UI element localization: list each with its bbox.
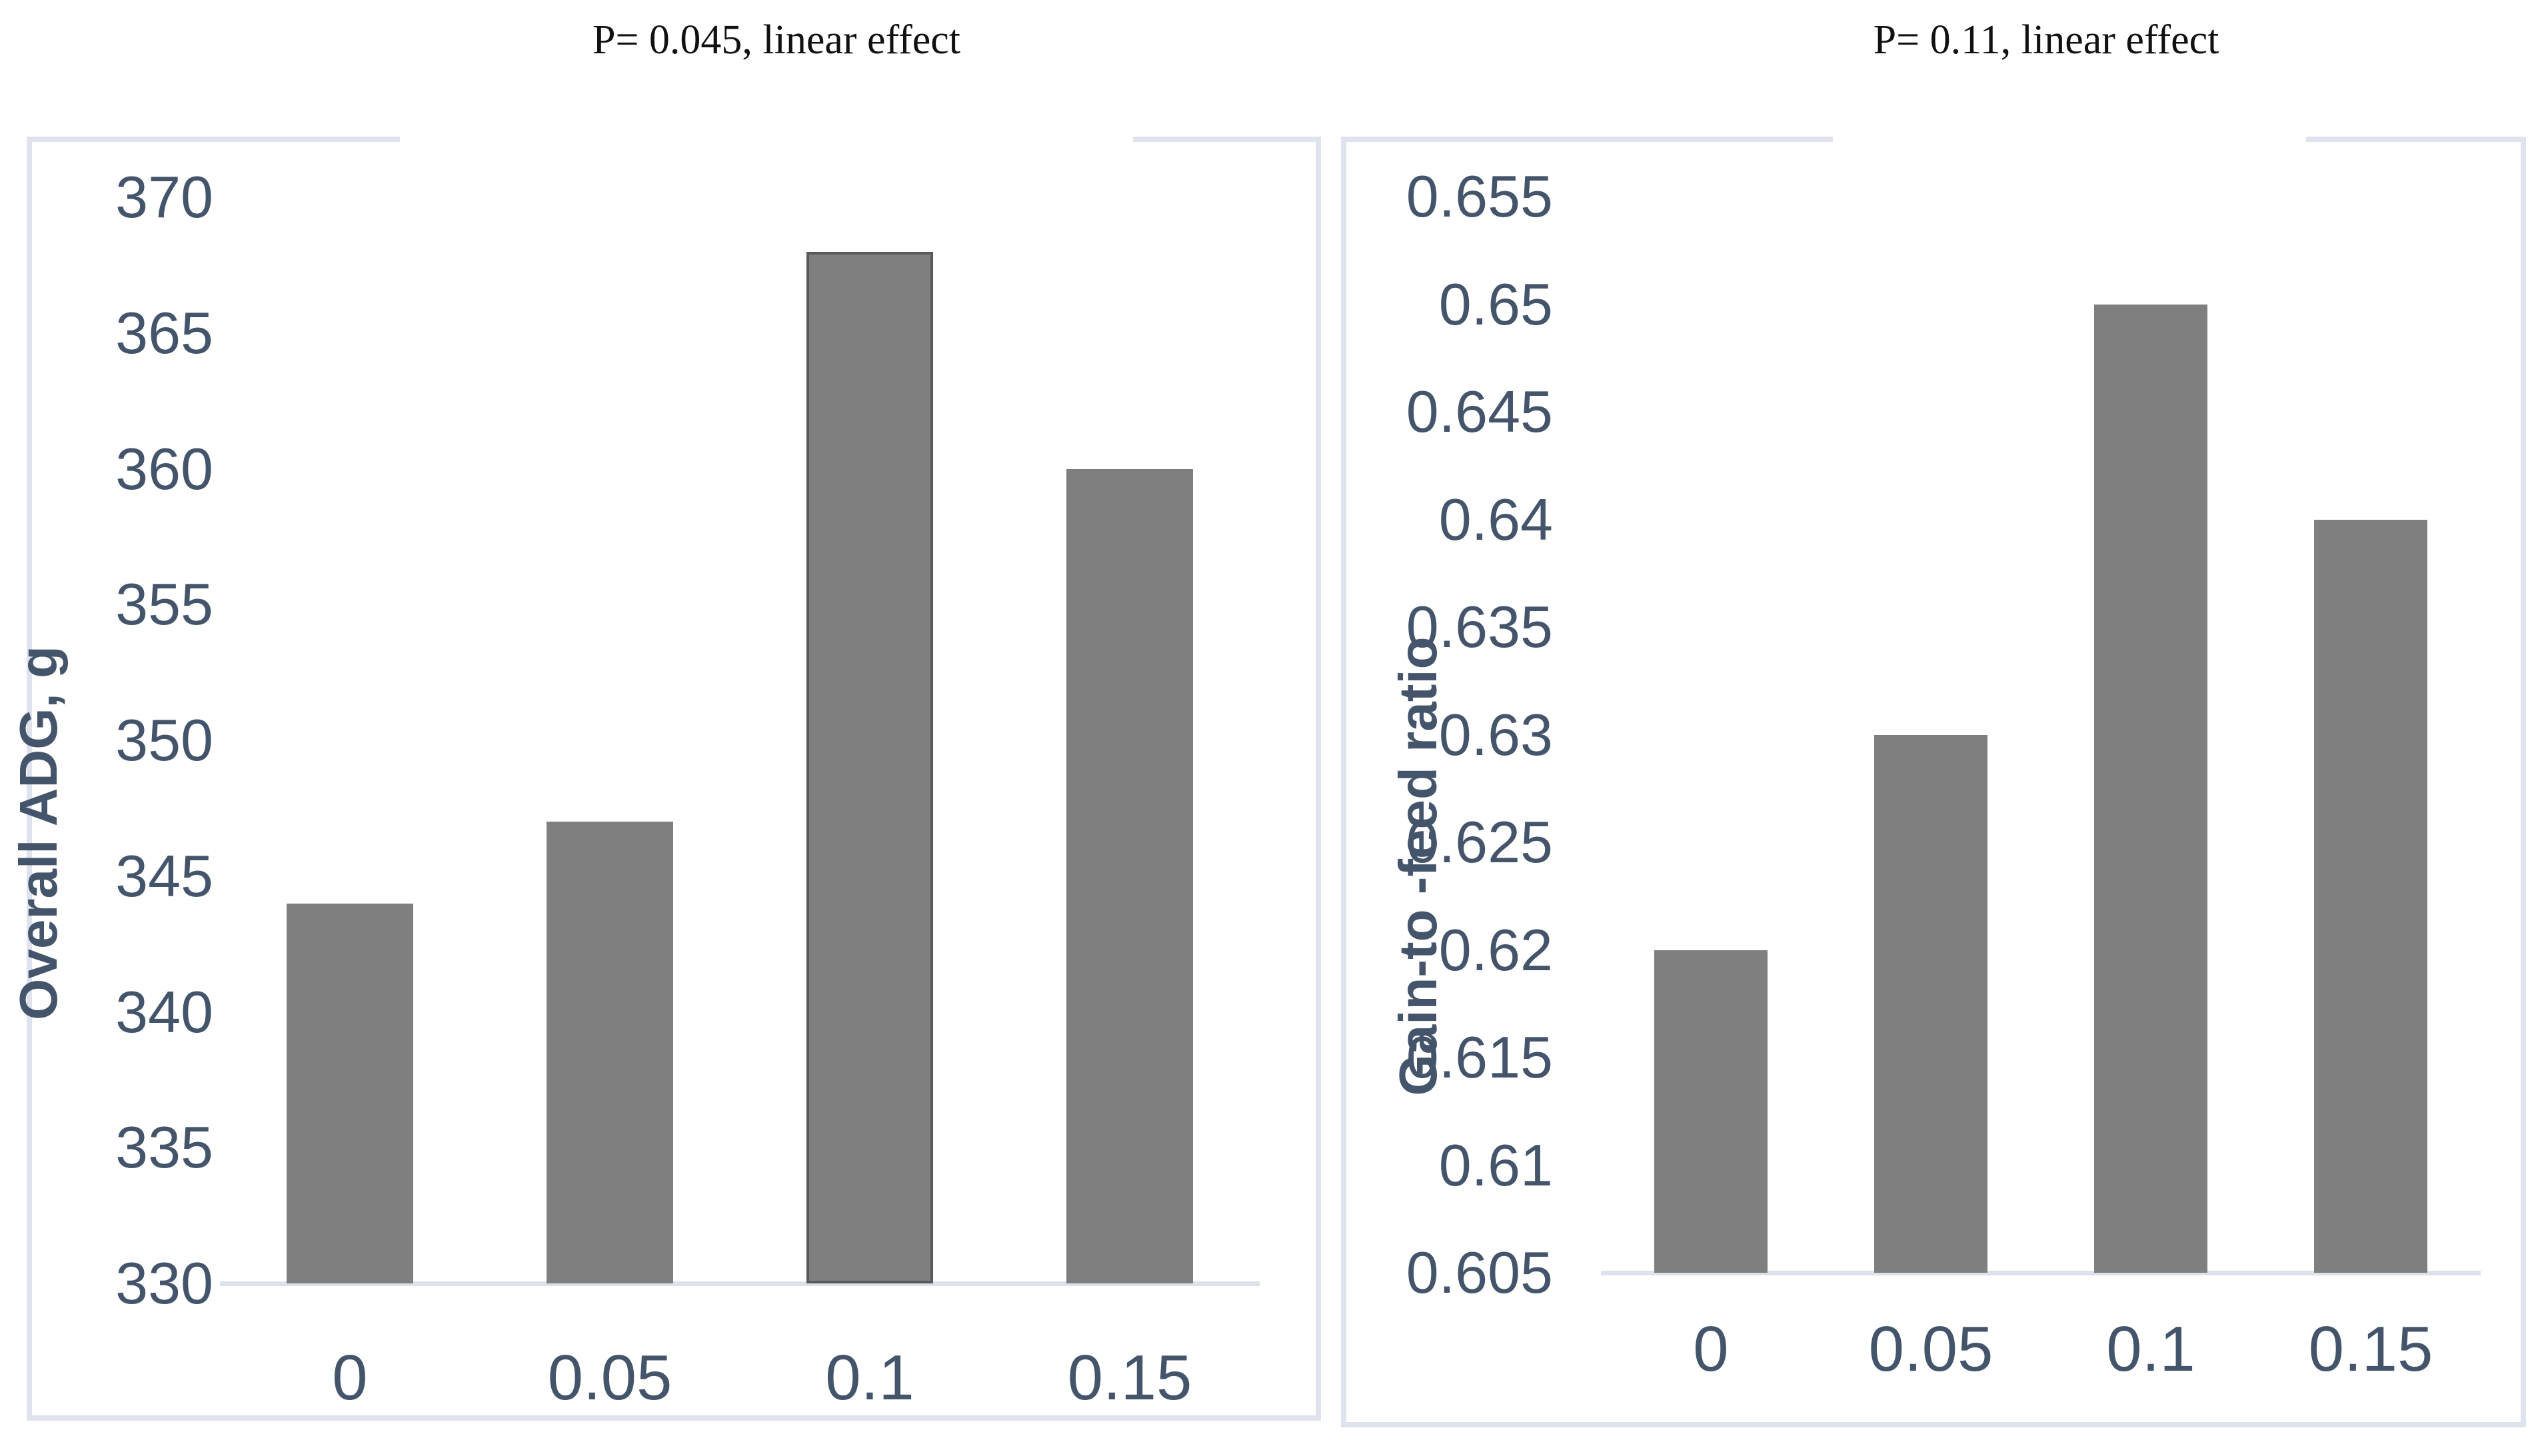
y-tick-label: 330 xyxy=(115,1250,213,1316)
left-title-mask xyxy=(400,129,1133,147)
y-tick-label: 0.65 xyxy=(1438,271,1553,337)
bar-0.05 xyxy=(547,822,673,1283)
y-tick-label: 0.64 xyxy=(1438,486,1553,552)
x-tick-label: 0.15 xyxy=(2308,1313,2433,1385)
y-tick-label: 0.63 xyxy=(1438,701,1553,768)
y-tick-label: 365 xyxy=(115,299,213,366)
x-tick-label: 0 xyxy=(1693,1313,1729,1385)
x-axis-line xyxy=(220,1281,1260,1286)
x-tick-label: 0.05 xyxy=(547,1342,672,1413)
bar-0.1 xyxy=(2094,304,2207,1273)
x-tick-label: 0.15 xyxy=(1067,1342,1192,1413)
bar-0.15 xyxy=(2314,519,2427,1273)
right-chart-title: P= 0.11, linear effect xyxy=(1873,17,2219,63)
y-tick-label: 345 xyxy=(115,842,213,909)
y-tick-label: 0.615 xyxy=(1406,1024,1553,1090)
bar-0.15 xyxy=(1066,468,1193,1283)
x-tick-label: 0 xyxy=(332,1342,368,1413)
y-tick-label: 0.625 xyxy=(1406,809,1553,875)
x-tick-label: 0.1 xyxy=(825,1342,914,1413)
y-tick-label: 0.62 xyxy=(1438,916,1553,983)
left-y-axis-title: Overall ADG, g xyxy=(9,646,68,1020)
y-tick-label: 340 xyxy=(115,978,213,1045)
x-tick-label: 0.1 xyxy=(2106,1313,2195,1385)
y-tick-label: 0.61 xyxy=(1438,1131,1553,1198)
y-tick-label: 355 xyxy=(115,571,213,638)
y-tick-label: 0.645 xyxy=(1406,378,1553,444)
right-title-mask xyxy=(1833,129,2306,147)
bar-0 xyxy=(287,903,413,1283)
y-tick-label: 350 xyxy=(115,707,213,773)
y-tick-label: 360 xyxy=(115,435,213,502)
x-axis-line xyxy=(1601,1271,2481,1275)
bar-0 xyxy=(1654,950,1768,1273)
x-tick-label: 0.05 xyxy=(1868,1313,1993,1385)
y-tick-label: 0.605 xyxy=(1406,1239,1553,1305)
left-chart-title: P= 0.045, linear effect xyxy=(592,17,961,63)
y-tick-label: 0.655 xyxy=(1406,163,1553,229)
y-tick-label: 0.635 xyxy=(1406,594,1553,660)
y-tick-label: 370 xyxy=(115,164,213,230)
bar-0.1 xyxy=(806,251,933,1283)
bar-0.05 xyxy=(1874,734,1987,1273)
y-tick-label: 335 xyxy=(115,1114,213,1181)
